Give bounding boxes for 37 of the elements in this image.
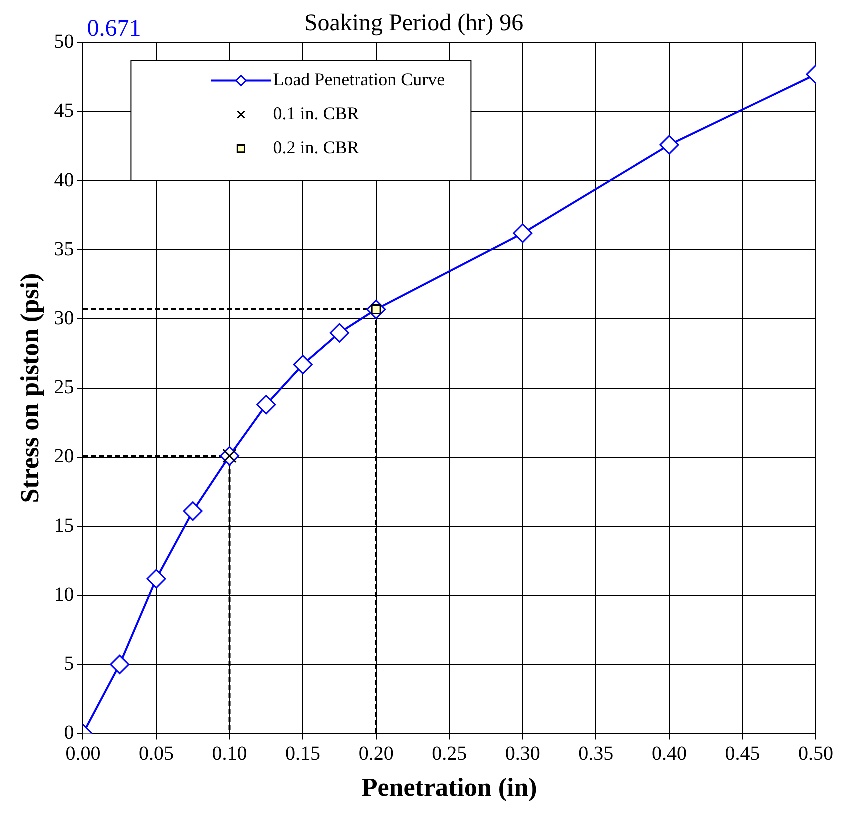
point (146, 569, 166, 589)
text: 0.671 (87, 16, 142, 42)
y-tick-label: 30 (54, 307, 74, 330)
y-tick-label: 0 (64, 722, 74, 744)
y-axis-title: Stress on piston (psi) (15, 273, 44, 504)
x-tick-label: 0.20 (358, 743, 394, 766)
y-tick-label: 15 (54, 514, 74, 537)
point (256, 395, 276, 415)
x-tick-label: 0.50 (798, 743, 834, 766)
y-tick-label: 25 (54, 376, 74, 399)
legend-label: 0.2 in. CBR (273, 138, 360, 158)
y-tick-label: 40 (54, 169, 74, 192)
point (660, 135, 680, 155)
point (183, 502, 203, 522)
x-tick-label: 0.00 (66, 743, 101, 766)
x-axis-title: Penetration (in) (362, 773, 538, 802)
y-tick-label: 45 (54, 100, 74, 122)
point (513, 224, 533, 244)
y-tick-label: 20 (54, 446, 74, 468)
legend-label: 0.1 in. CBR (273, 104, 360, 124)
x-tick-label: 0.40 (652, 743, 687, 766)
point (330, 323, 350, 343)
x-tick-label: 0.30 (505, 743, 540, 766)
x-tick-label: 0.35 (578, 743, 614, 766)
y-tick-label: 50 (54, 31, 74, 54)
point (293, 355, 313, 375)
point (110, 654, 130, 674)
y-tick-label: 5 (64, 652, 74, 675)
x-tick-label: 0.15 (286, 743, 321, 766)
x-tick-label: 0.10 (212, 743, 248, 766)
legend-label: Load Penetration Curve (273, 70, 446, 90)
x-tick-label: 0.25 (432, 743, 468, 766)
x-tick-label: 0.45 (725, 743, 760, 766)
x-tick-label: 0.05 (138, 743, 174, 766)
y-tick-label: 10 (54, 584, 74, 606)
y-tick-label: 35 (54, 238, 74, 260)
chart-title: Soaking Period (hr) 96 (304, 10, 524, 37)
